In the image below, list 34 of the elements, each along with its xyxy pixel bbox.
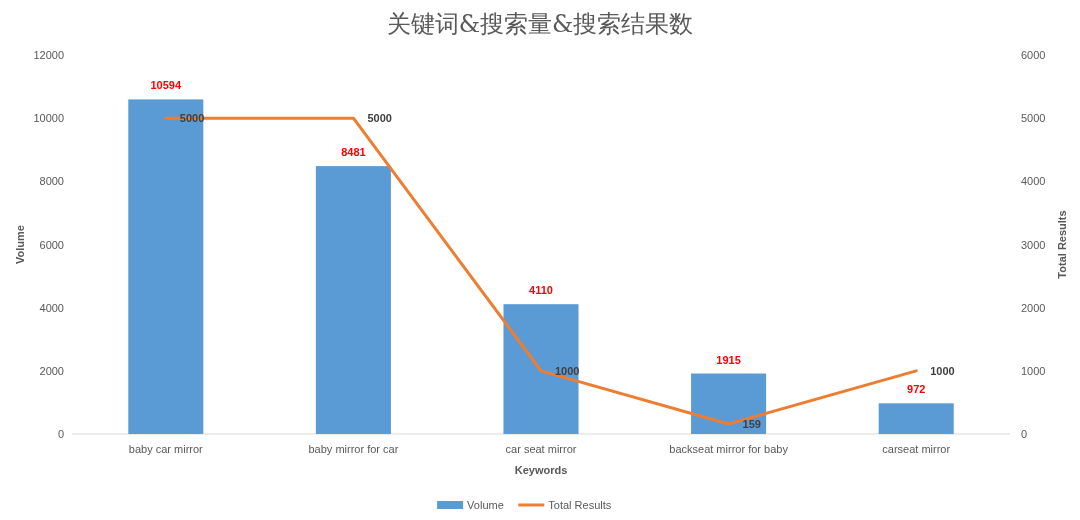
y2-tick: 3000 — [1021, 238, 1046, 251]
data-label: 10594 — [150, 79, 182, 92]
y2-label: Total Results — [1056, 210, 1068, 279]
legend-label: Volume — [467, 499, 504, 511]
y-tick: 12000 — [33, 49, 64, 61]
y-label: Volume — [14, 225, 26, 264]
y2-tick: 0 — [1021, 428, 1028, 440]
y-tick: 4000 — [39, 301, 64, 314]
y2-tick: 6000 — [1021, 49, 1046, 61]
x-tick: car seat mirror — [505, 443, 577, 455]
y2-tick: 5000 — [1021, 112, 1046, 125]
data-label: 1000 — [930, 364, 955, 377]
data-label: 1000 — [555, 364, 580, 377]
data-label: 5000 — [367, 112, 392, 125]
y2-tick: 1000 — [1021, 364, 1046, 377]
title: 关键词&搜索量&搜索结果数 — [386, 10, 694, 38]
x-tick: baby mirror for car — [308, 443, 399, 455]
y-tick: 2000 — [39, 364, 64, 377]
data-label: 8481 — [341, 146, 366, 159]
y-tick: 10000 — [33, 112, 64, 125]
y-tick: 8000 — [39, 175, 64, 188]
y-tick: 6000 — [39, 238, 64, 251]
y2-tick: 4000 — [1021, 175, 1046, 188]
data-label: 1915 — [716, 353, 741, 366]
x-tick: backseat mirror for baby — [669, 443, 788, 455]
y-tick: 0 — [57, 428, 64, 440]
data-label: 4110 — [529, 284, 553, 297]
data-label: 972 — [907, 383, 926, 396]
data-label: 159 — [742, 417, 761, 430]
x-label: Keywords — [514, 464, 568, 476]
y2-tick: 2000 — [1021, 301, 1046, 314]
legend-label: Total Results — [548, 499, 612, 511]
x-tick: baby car mirror — [128, 443, 203, 455]
x-tick: carseat mirror — [882, 443, 951, 455]
